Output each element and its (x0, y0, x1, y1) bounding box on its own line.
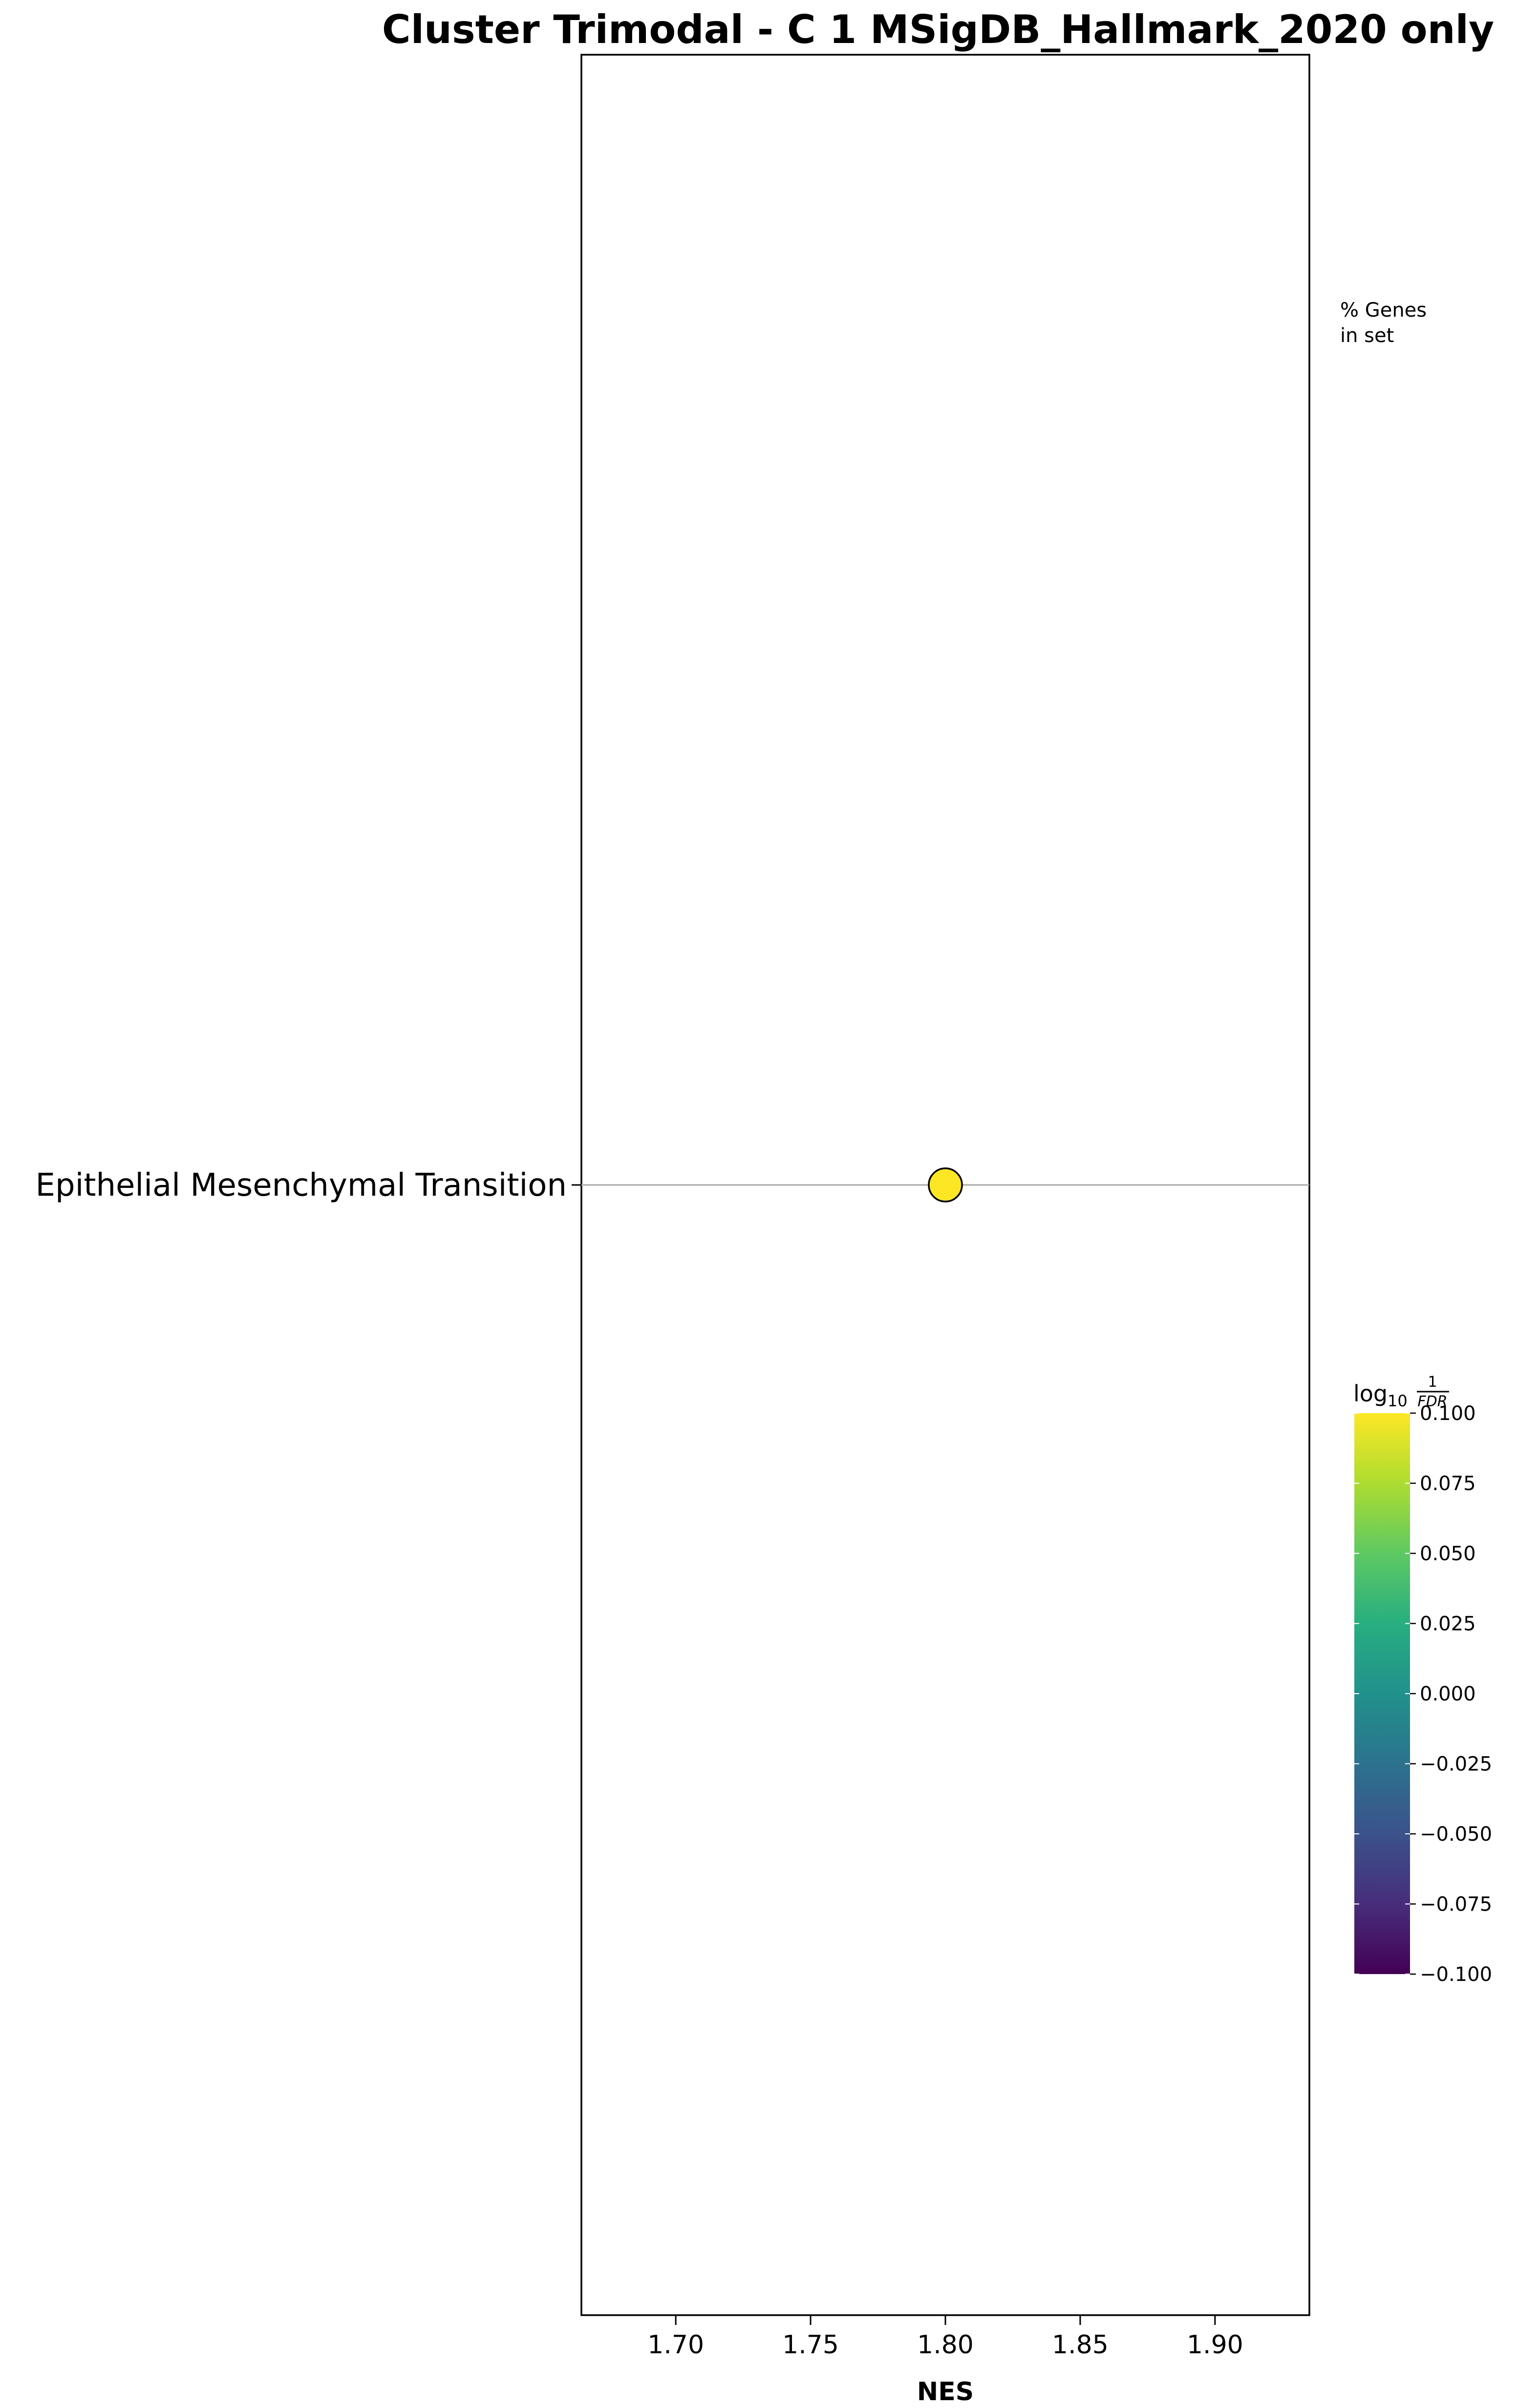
x-tick-label: 1.80 (917, 2330, 974, 2360)
colorbar-tick-label: 0.025 (1420, 1613, 1476, 1635)
y-axis: Epithelial Mesenchymal Transition (36, 1167, 1309, 1204)
x-tick-label: 1.70 (647, 2330, 704, 2360)
size-legend-title-line1: % Genes (1340, 299, 1427, 322)
colorbar-ticks: 0.100 0.075 0.050 0.025 0.000 −0.025 −0.050 −0.… (1354, 1402, 1492, 1986)
y-tick-label: Epithelial Mesenchymal Transition (36, 1167, 567, 1204)
colorbar-label-den: FDR (1417, 1393, 1447, 1410)
size-legend-title-line2: in set (1340, 324, 1394, 347)
colorbar-tick-label: 0.000 (1420, 1683, 1476, 1705)
colorbar (1354, 1413, 1410, 1974)
colorbar-tick-label: −0.050 (1420, 1823, 1492, 1846)
colorbar-tick-label: −0.075 (1420, 1893, 1492, 1916)
x-axis-label: NES (917, 2377, 974, 2407)
x-tick-label: 1.75 (782, 2330, 839, 2360)
data-point (928, 1167, 963, 1203)
colorbar-tick-label: −0.100 (1420, 1963, 1492, 1986)
points-layer (928, 1167, 963, 1203)
colorbar-tick-label: 0.075 (1420, 1473, 1476, 1495)
colorbar-tick-label: −0.025 (1420, 1753, 1492, 1776)
colorbar-label-num: 1 (1428, 1374, 1437, 1391)
x-axis: 1.70 1.75 1.80 1.85 1.90 (647, 2315, 1243, 2360)
x-tick-label: 1.90 (1187, 2330, 1243, 2360)
colorbar-label-log: log (1353, 1380, 1388, 1407)
colorbar-tick-label: 0.050 (1420, 1543, 1476, 1565)
colorbar-label-sub: 10 (1388, 1392, 1408, 1410)
colorbar-tick-label: 0.100 (1420, 1402, 1476, 1425)
x-tick-label: 1.85 (1052, 2330, 1109, 2360)
colorbar-label: log 10 1 FDR (1353, 1374, 1449, 1410)
chart-title: Cluster Trimodal - C 1 MSigDB_Hallmark_2… (382, 7, 1494, 52)
